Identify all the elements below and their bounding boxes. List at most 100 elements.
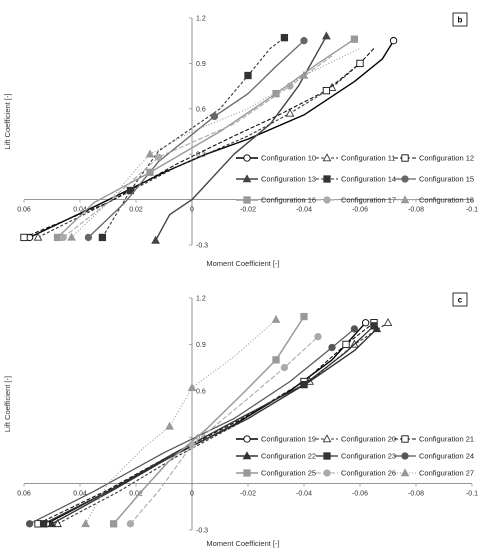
legend-marker xyxy=(323,175,331,183)
legend-item: Configuration 19 xyxy=(236,435,316,444)
legend-label: Configuration 27 xyxy=(419,469,474,478)
series-configuration-11 xyxy=(33,62,361,241)
legend-marker xyxy=(242,174,252,183)
legend-marker xyxy=(243,154,251,162)
legend-label: Configuration 20 xyxy=(341,435,396,444)
legend-label: Configuration 22 xyxy=(261,452,316,461)
y-tick-label: 1.2 xyxy=(196,16,206,23)
data-point-marker xyxy=(244,71,252,80)
x-axis-label: Moment Coefficient [-] xyxy=(206,539,279,548)
data-point-marker xyxy=(280,34,289,42)
panel-label-box xyxy=(452,12,468,27)
data-point-marker xyxy=(81,519,90,528)
data-point-marker xyxy=(98,233,107,242)
legend-item: Configuration 21 xyxy=(394,435,474,444)
data-point-marker xyxy=(145,149,155,158)
series-configuration-18 xyxy=(67,47,361,241)
series-line xyxy=(29,40,395,239)
series-line xyxy=(129,336,319,525)
x-tick-label: -0.02 xyxy=(240,207,256,214)
legend-marker xyxy=(323,469,331,477)
data-point-marker xyxy=(286,82,294,90)
legend-marker xyxy=(323,196,331,204)
data-point-marker xyxy=(151,235,160,244)
data-point-marker xyxy=(84,233,93,242)
legend-item: Configuration 12 xyxy=(394,154,474,163)
legend-item: Configuration 15 xyxy=(394,175,474,184)
x-tick-label: -0.04 xyxy=(296,207,312,214)
legend-item: Configuration 20 xyxy=(316,434,396,444)
data-point-marker xyxy=(350,325,359,333)
legend-label: Configuration 15 xyxy=(419,175,474,184)
legend-marker xyxy=(322,434,332,443)
legend-label: Configuration 18 xyxy=(419,196,474,205)
legend-label: Configuration 17 xyxy=(341,196,396,205)
legend-marker xyxy=(401,435,409,443)
x-tick-label: -0.06 xyxy=(352,207,368,214)
series-line xyxy=(154,35,328,241)
legend-label: Configuration 13 xyxy=(261,175,316,184)
data-point-marker xyxy=(154,153,163,161)
data-point-marker xyxy=(328,343,336,352)
data-point-marker xyxy=(271,314,281,323)
legend-item: Configuration 11 xyxy=(316,153,395,163)
series-configuration-13 xyxy=(151,31,331,244)
legend-marker xyxy=(401,175,409,183)
series-line xyxy=(43,325,375,525)
legend-label: Configuration 24 xyxy=(419,452,474,461)
panel-label: b xyxy=(458,16,463,25)
data-point-marker xyxy=(383,318,393,326)
data-point-marker xyxy=(389,37,398,45)
legend-marker xyxy=(401,154,409,162)
data-point-marker xyxy=(300,37,308,45)
series-configuration-14 xyxy=(98,34,289,242)
legend-label: Configuration 21 xyxy=(419,435,474,444)
data-point-marker xyxy=(314,333,322,341)
y-tick-label: -0.3 xyxy=(196,243,208,250)
legend-label: Configuration 25 xyxy=(261,469,316,478)
data-point-marker xyxy=(39,520,48,528)
x-tick-label: 0.02 xyxy=(129,491,143,498)
y-tick-label: 0.3 xyxy=(196,435,206,442)
series-configuration-12 xyxy=(20,47,375,242)
data-point-marker xyxy=(20,233,28,242)
series-line xyxy=(71,47,361,238)
data-point-marker xyxy=(165,421,174,430)
data-point-marker xyxy=(272,356,280,364)
x-tick-label: 0.04 xyxy=(73,491,87,498)
series-configuration-23 xyxy=(39,322,378,528)
legend-label: Configuration 12 xyxy=(419,154,474,163)
x-tick-label: 0.06 xyxy=(17,491,31,498)
y-tick-label: 1.2 xyxy=(196,296,206,303)
y-tick-label: 0.9 xyxy=(196,61,206,68)
legend-item: Configuration 17 xyxy=(316,196,396,205)
y-axis-label: Lift Coefficient [-] xyxy=(3,93,12,149)
legend-item: Configuration 14 xyxy=(316,175,396,184)
series-line xyxy=(23,47,375,238)
legend-marker xyxy=(400,195,410,204)
legend-item: Configuration 16 xyxy=(236,196,316,205)
legend-label: Configuration 11 xyxy=(341,154,395,163)
legend-marker xyxy=(243,435,251,443)
chart-panel-b: 0.06 0.04 0.02 0 -0.02 -0.04 -0.06 -0.08 -0.1 -0.… xyxy=(3,12,478,268)
legend-marker xyxy=(401,452,409,460)
data-point-marker xyxy=(300,312,308,321)
panel-label: c xyxy=(458,296,463,305)
data-point-marker xyxy=(187,382,197,391)
x-tick-label: -0.1 xyxy=(466,491,478,498)
panel-label-box xyxy=(452,292,468,307)
data-point-marker xyxy=(126,520,135,528)
y-tick-label: 0.3 xyxy=(196,152,206,159)
data-point-marker xyxy=(33,232,43,241)
series-configuration-17 xyxy=(59,55,333,242)
x-tick-label: 0.04 xyxy=(73,207,87,214)
data-point-marker xyxy=(109,520,118,528)
data-point-marker xyxy=(25,520,34,528)
y-tick-label: 0.9 xyxy=(196,342,206,349)
legend-item: Configuration 18 xyxy=(394,195,474,205)
legend-item: Configuration 23 xyxy=(316,452,396,461)
legend-item: Configuration 27 xyxy=(394,468,474,478)
data-point-marker xyxy=(370,322,378,330)
x-tick-label: -0.06 xyxy=(352,491,368,498)
series-line xyxy=(87,40,305,238)
